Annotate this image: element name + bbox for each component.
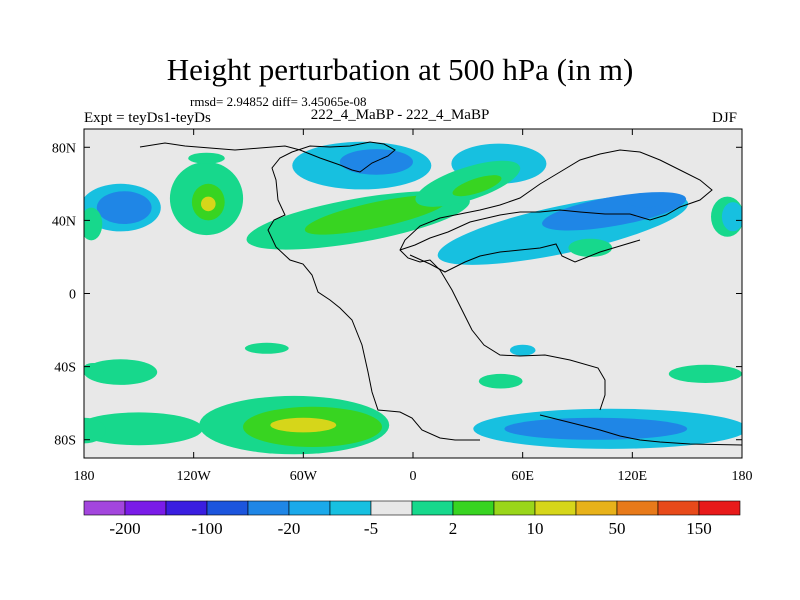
- chart-subtitle: 222_4_MaBP - 222_4_MaBP: [310, 107, 490, 123]
- colorbar-swatch-0: [83, 500, 126, 516]
- field-region-20: [84, 359, 158, 385]
- field-region-23: [509, 344, 536, 356]
- colorbar-swatch-4: [247, 500, 290, 516]
- y-tick-label-1: 40N: [52, 214, 76, 229]
- colorbar-swatch-8: [411, 500, 454, 516]
- x-tick-label-5: 120E: [618, 469, 648, 484]
- y-tick-label-4: 80S: [54, 434, 76, 449]
- field-region-8: [339, 149, 413, 175]
- coastline-antarctica-edge: [539, 414, 742, 446]
- colorbar-swatch-15: [698, 500, 741, 516]
- chart-title: Height perturbation at 500 hPa (in m): [166, 52, 634, 87]
- field-region-17: [568, 238, 613, 257]
- contour-field: [84, 141, 742, 455]
- field-region-16: [626, 193, 664, 208]
- field-region-24: [478, 373, 523, 389]
- field-region-13: [452, 175, 502, 197]
- colorbar-label-5: 10: [527, 519, 544, 538]
- field-region-22: [244, 342, 289, 354]
- y-axis: 80N 40N 0 40S 80S: [52, 141, 742, 449]
- field-region-27: [84, 417, 106, 444]
- experiment-label: Expt = teyDs1-teyDs: [84, 110, 211, 126]
- colorbar-label-4: 2: [449, 519, 458, 538]
- field-region-2: [84, 207, 103, 241]
- stats-label: rmsd= 2.94852 diff= 3.45065e-08: [190, 94, 367, 109]
- x-tick-label-2: 60W: [290, 469, 318, 484]
- colorbar-swatch-13: [616, 500, 659, 516]
- colorbar-swatch-1: [124, 500, 167, 516]
- colorbar-swatch-10: [493, 500, 536, 516]
- field-region-30: [270, 417, 337, 433]
- coastline-asia-south: [409, 239, 641, 273]
- colorbar-label-3: -5: [364, 519, 378, 538]
- x-tick-label-0: 180: [74, 469, 95, 484]
- colorbar: -200 -100 -20 -5 2 10 50 150: [83, 500, 741, 538]
- field-region-19: [721, 202, 742, 232]
- colorbar-label-0: -200: [109, 519, 140, 538]
- y-tick-label-3: 40S: [54, 361, 76, 376]
- colorbar-swatch-7: [370, 500, 413, 516]
- colorbar-swatch-14: [657, 500, 700, 516]
- x-tick-label-1: 120W: [177, 469, 212, 484]
- coastline-eurasia-africa: [399, 149, 713, 411]
- colorbar-swatch-12: [575, 500, 618, 516]
- x-tick-label-3: 0: [410, 469, 417, 484]
- x-tick-label-6: 180: [732, 469, 753, 484]
- colorbar-swatch-5: [288, 500, 331, 516]
- colorbar-label-2: -20: [278, 519, 301, 538]
- field-region-6: [188, 152, 225, 164]
- y-tick-label-0: 80N: [52, 141, 76, 156]
- field-region-25: [668, 364, 742, 383]
- x-axis: 180 120W 60W 0 60E 120E 180: [74, 129, 753, 484]
- x-tick-label-4: 60E: [511, 469, 534, 484]
- colorbar-label-1: -100: [191, 519, 222, 538]
- field-region-1: [96, 191, 152, 225]
- field-region-5: [201, 196, 216, 212]
- field-region-26: [84, 412, 203, 446]
- colorbar-label-6: 50: [609, 519, 626, 538]
- coastline-outline: [139, 141, 742, 446]
- coastline-north-america: [139, 141, 480, 441]
- field-region-21: [84, 363, 105, 378]
- field-region-11: [304, 195, 448, 235]
- colorbar-swatch-2: [165, 500, 208, 516]
- colorbar-swatch-9: [452, 500, 495, 516]
- colorbar-swatch-6: [329, 500, 372, 516]
- season-label: DJF: [712, 110, 738, 126]
- colorbar-swatch-3: [206, 500, 249, 516]
- colorbar-label-7: 150: [686, 519, 712, 538]
- colorbar-swatch-11: [534, 500, 577, 516]
- y-tick-label-2: 0: [69, 288, 76, 303]
